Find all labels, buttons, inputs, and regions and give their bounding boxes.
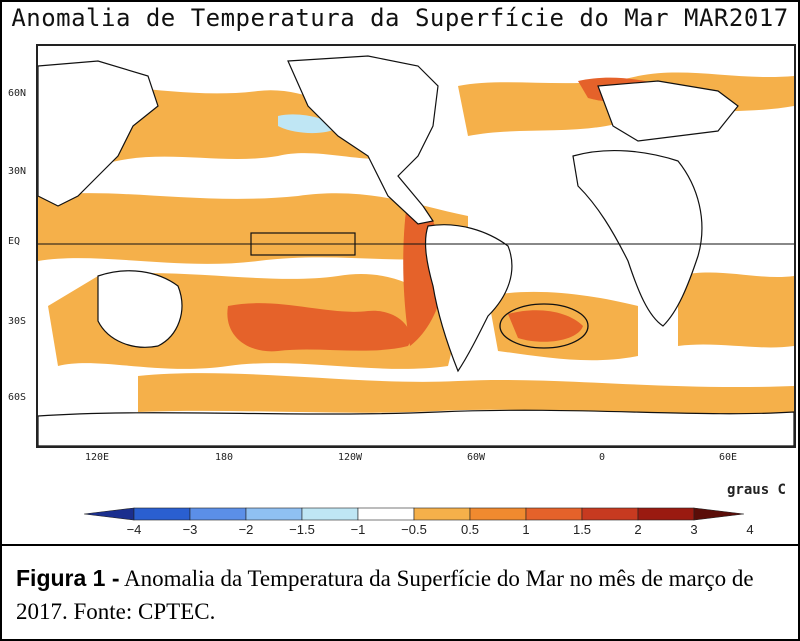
figure-caption: Figura 1 - Anomalia da Temperatura da Su… — [16, 562, 786, 628]
colorbar-arrow-high — [693, 507, 744, 521]
south-atlantic-highlight-ellipse — [499, 303, 589, 349]
warm-anomaly-indian-ocean — [678, 272, 794, 348]
caption-divider — [0, 544, 800, 546]
asia-landmass — [38, 60, 159, 207]
south-america-landmass — [424, 224, 513, 373]
lon-label-180: 180 — [214, 452, 234, 463]
warm-anomaly-equatorial-band — [38, 193, 468, 264]
colorbar-swatch — [301, 507, 359, 521]
continents — [38, 55, 794, 446]
africa-landmass — [572, 149, 703, 327]
map-canvas — [38, 55, 794, 446]
caption-text: Anomalia da Temperatura da Superfície do… — [16, 566, 754, 624]
figure-label: Figura 1 - — [16, 565, 120, 591]
north-america-landmass — [287, 55, 439, 225]
nino-region-box — [250, 232, 356, 256]
colorbar-tick-label: −1 — [350, 522, 366, 537]
colorbar-arrow-low — [84, 507, 135, 521]
colorbar-tick-label: −4 — [126, 522, 142, 537]
colorbar-swatches — [84, 507, 744, 521]
warm-anomaly-southern-ocean — [138, 373, 794, 415]
strong-anomaly-south-atlantic — [508, 310, 583, 342]
colorbar-tick-label: 1 — [522, 522, 530, 537]
colorbar-tick-label: 1.5 — [572, 522, 592, 537]
lon-label-60w: 60W — [466, 452, 486, 463]
lat-label-60n: 60N — [8, 88, 27, 99]
cool-anomaly-north-pacific — [278, 114, 338, 134]
colorbar-tick-label: 0.5 — [460, 522, 480, 537]
colorbar-tick-label: 3 — [690, 522, 698, 537]
colorbar-tick-label: −0.5 — [401, 522, 427, 537]
lat-label-eq: EQ — [8, 236, 21, 247]
lon-label-0: 0 — [598, 452, 606, 463]
lon-label-60e: 60E — [718, 452, 738, 463]
colorbar-swatch — [357, 507, 415, 521]
colorbar-swatch — [245, 507, 303, 521]
europe-landmass — [597, 80, 739, 142]
lat-label-30n: 30N — [8, 166, 27, 177]
colorbar-swatch — [189, 507, 247, 521]
lon-label-120w: 120W — [337, 452, 363, 463]
australia-landmass — [97, 270, 183, 348]
lat-label-30s: 30S — [8, 316, 27, 327]
colorbar-tick-label: −1.5 — [289, 522, 315, 537]
colorbar-swatch — [469, 507, 527, 521]
colorbar-tick-label: 2 — [634, 522, 642, 537]
colorbar-tick-label: 4 — [746, 522, 754, 537]
colorbar-tick-label: −2 — [238, 522, 254, 537]
map-title: Anomalia de Temperatura da Superfície do… — [11, 4, 789, 32]
colorbar — [84, 507, 744, 521]
colorbar-swatch — [413, 507, 471, 521]
lon-label-120e: 120E — [84, 452, 110, 463]
colorbar-swatch — [525, 507, 583, 521]
strong-anomaly-south-pacific — [227, 303, 411, 352]
antarctica-landmass — [38, 409, 794, 446]
sst-anomaly-map — [36, 44, 796, 448]
units-label: graus C — [726, 482, 786, 498]
colorbar-swatch — [581, 507, 639, 521]
colorbar-tick-label: −3 — [182, 522, 198, 537]
colorbar-swatch — [133, 507, 191, 521]
lat-label-60s: 60S — [8, 392, 27, 403]
colorbar-swatch — [637, 507, 695, 521]
